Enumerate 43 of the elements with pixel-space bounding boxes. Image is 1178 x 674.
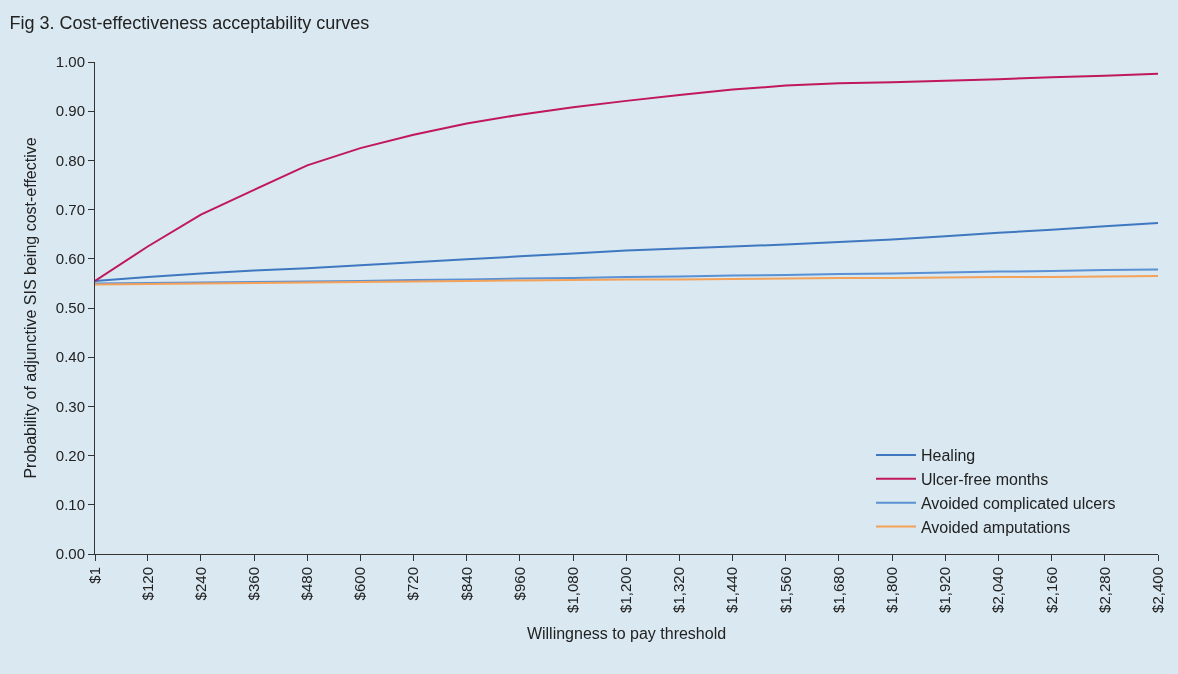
x-tick-label: $1,680 (829, 567, 847, 613)
legend-label: Healing (920, 447, 976, 465)
y-tick-label: 0.80 (55, 151, 85, 169)
y-axis-title: Probability of adjunctive SIS being cost-effective (21, 137, 39, 479)
x-tick-label: $2,280 (1095, 567, 1113, 613)
x-tick-label: $2,400 (1148, 567, 1166, 613)
y-tick-label: 0.90 (55, 102, 85, 120)
x-tick-label: $240 (191, 567, 209, 601)
y-tick-label: 0.30 (55, 397, 85, 415)
line-series (95, 268, 1158, 285)
line-series (95, 221, 1158, 282)
x-tick-label: $1,200 (617, 567, 635, 613)
x-tick-label: $120 (138, 567, 156, 601)
line-series (95, 275, 1158, 286)
legend-label: Ulcer-free months (920, 471, 1049, 489)
legend-label: Avoided amputations (920, 518, 1071, 536)
x-tick-label: $1,920 (936, 567, 954, 613)
y-tick-label: 0.00 (55, 545, 85, 563)
y-tick-label: 0.10 (55, 496, 85, 514)
y-tick-label: 0.50 (55, 299, 85, 317)
x-tick-label: $1,440 (723, 567, 741, 613)
x-axis-title: Willingness to pay threshold (526, 624, 727, 642)
x-tick-label: $1,320 (670, 567, 688, 613)
x-tick-label: $720 (404, 567, 422, 601)
line-series (95, 72, 1158, 282)
x-tick-label: $360 (244, 567, 262, 601)
y-tick-label: 0.60 (55, 250, 85, 268)
x-tick-label: $480 (298, 567, 316, 601)
y-tick-label: 0.70 (55, 200, 85, 218)
x-tick-label: $2,160 (1042, 567, 1060, 613)
x-tick-label: $1,080 (563, 567, 581, 613)
y-tick-label: 0.40 (55, 348, 85, 366)
y-tick-label: 1.00 (55, 53, 85, 71)
x-tick-label: $840 (457, 567, 475, 601)
legend-label: Avoided complicated ulcers (920, 494, 1116, 512)
chart-title: Fig 3. Cost-effectiveness acceptability curves (9, 13, 370, 34)
x-tick-label: $1 (85, 567, 103, 584)
x-tick-label: $600 (351, 567, 369, 601)
x-tick-label: $1,800 (883, 567, 901, 613)
x-tick-label: $960 (510, 567, 528, 601)
y-tick-label: 0.20 (55, 446, 85, 464)
x-tick-label: $2,040 (989, 567, 1007, 613)
x-tick-label: $1,560 (776, 567, 794, 613)
